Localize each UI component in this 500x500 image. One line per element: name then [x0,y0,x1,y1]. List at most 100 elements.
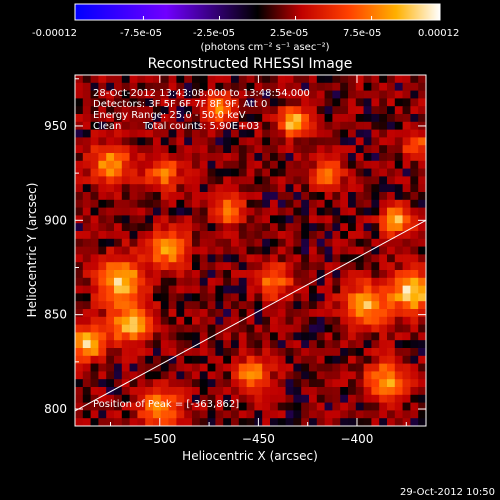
heatmap-cell [355,98,364,107]
heatmap-cell [176,394,185,403]
heatmap-cell [98,121,107,130]
heatmap-cell [82,262,91,271]
heatmap-cell [82,285,91,294]
heatmap-cell [223,215,232,224]
heatmap-cell [309,324,318,333]
heatmap-cell [238,145,247,154]
heatmap-cell [332,285,341,294]
heatmap-cell [355,379,364,388]
heatmap-cell [160,410,169,419]
heatmap-cell [238,418,247,426]
heatmap-cell [176,176,185,185]
heatmap-cell [121,309,130,318]
heatmap-cell [410,246,419,255]
heatmap-cell [340,129,349,138]
heatmap-cell [114,246,123,255]
heatmap-cell [98,270,107,279]
heatmap-cell [301,277,310,286]
heatmap-cell [270,184,279,193]
heatmap-cell [192,324,201,333]
heatmap-cell [293,90,302,99]
heatmap-cell [340,82,349,91]
heatmap-cell [332,355,341,364]
heatmap-cell [137,215,146,224]
heatmap-cell [184,168,193,177]
heatmap-cell [402,75,411,84]
heatmap-cell [199,340,208,349]
heatmap-cell [371,301,380,310]
heatmap-cell [121,176,130,185]
heatmap-cell [371,418,380,426]
heatmap-cell [207,184,216,193]
heatmap-cell [363,410,372,419]
heatmap-cell [168,75,177,84]
heatmap-cell [192,153,201,162]
heatmap-cell [277,246,286,255]
heatmap-cell [285,340,294,349]
heatmap-cell [223,106,232,115]
heatmap-cell [262,316,271,325]
heatmap-cell [332,293,341,302]
heatmap-cell [387,387,396,396]
heatmap-cell [106,223,115,232]
heatmap-cell [145,192,154,201]
heatmap-cell [285,184,294,193]
heatmap-cell [246,285,255,294]
heatmap-cell [355,293,364,302]
heatmap-cell [168,293,177,302]
heatmap-cell [324,270,333,279]
heatmap-cell [199,121,208,130]
heatmap-cell [316,340,325,349]
heatmap-cell [348,371,357,380]
heatmap-cell [153,332,162,341]
heatmap-cell [418,199,426,208]
heatmap-cell [98,106,107,115]
heatmap-cell [231,215,240,224]
heatmap-cell [285,199,294,208]
heatmap-cell [309,184,318,193]
heatmap-cell [394,160,403,169]
heatmap-cell [285,176,294,185]
colorbar-tick-label: -7.5e-05 [120,28,162,39]
heatmap-cell [355,129,364,138]
heatmap-cell [379,121,388,130]
heatmap-cell [176,316,185,325]
heatmap-cell [348,301,357,310]
heatmap-cell [75,371,84,380]
heatmap-cell [223,285,232,294]
heatmap-cell [215,418,224,426]
heatmap-cell [207,387,216,396]
heatmap-cell [316,121,325,130]
heatmap-cell [332,207,341,216]
heatmap-cell [114,254,123,263]
heatmap-cell [394,215,403,224]
heatmap-cell [207,176,216,185]
heatmap-cell [340,418,349,426]
heatmap-cell [316,262,325,271]
heatmap-cell [387,394,396,403]
heatmap-cell [121,231,130,240]
heatmap-cell [215,184,224,193]
heatmap-cell [277,316,286,325]
heatmap-cell [254,410,263,419]
heatmap-cell [98,75,107,84]
heatmap-cell [254,82,263,91]
heatmap-cell [355,355,364,364]
heatmap-cell [254,137,263,146]
heatmap-cell [207,355,216,364]
heatmap-cell [199,418,208,426]
heatmap-cell [223,387,232,396]
heatmap-cell [402,215,411,224]
heatmap-cell [231,168,240,177]
heatmap-cell [184,285,193,294]
heatmap-cell [355,184,364,193]
heatmap-cell [277,410,286,419]
heatmap-cell [277,387,286,396]
heatmap-cell [402,355,411,364]
heatmap-cell [394,121,403,130]
heatmap-cell [238,371,247,380]
heatmap-cell [75,137,84,146]
heatmap-cell [106,262,115,271]
heatmap-cell [309,176,318,185]
heatmap-cell [246,207,255,216]
